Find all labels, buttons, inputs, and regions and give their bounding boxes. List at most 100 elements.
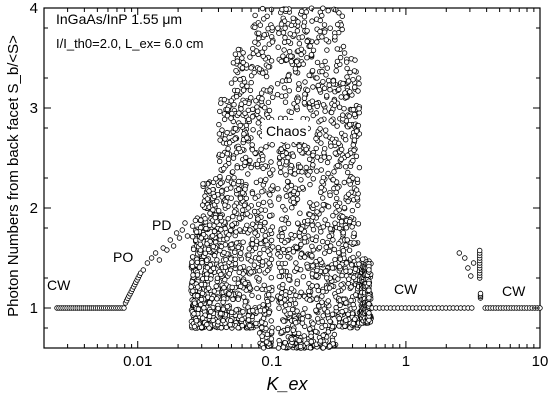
data-point bbox=[289, 306, 296, 313]
data-point bbox=[336, 240, 342, 247]
data-point bbox=[252, 230, 258, 236]
data-point bbox=[280, 152, 286, 159]
data-point bbox=[249, 236, 256, 242]
data-point bbox=[276, 196, 282, 202]
data-point bbox=[199, 290, 206, 297]
data-point bbox=[456, 250, 462, 256]
data-point bbox=[308, 333, 314, 339]
data-point bbox=[315, 316, 321, 322]
data-point bbox=[191, 323, 198, 330]
data-point bbox=[275, 185, 281, 192]
data-point bbox=[325, 77, 332, 84]
data-point bbox=[321, 22, 328, 28]
data-point bbox=[261, 32, 267, 38]
data-point bbox=[317, 28, 323, 35]
data-point bbox=[282, 340, 288, 346]
data-point bbox=[344, 65, 350, 72]
data-point bbox=[203, 225, 209, 232]
data-point bbox=[213, 219, 220, 225]
data-point bbox=[319, 68, 325, 75]
data-point bbox=[263, 339, 270, 345]
data-point bbox=[259, 286, 265, 292]
data-point bbox=[198, 217, 204, 223]
data-point bbox=[270, 244, 276, 250]
data-point bbox=[191, 311, 197, 317]
data-point bbox=[477, 290, 484, 297]
annotation-params: I/I_th0=2.0, L_ex= 6.0 cm bbox=[56, 36, 203, 51]
data-point bbox=[360, 256, 366, 262]
data-point bbox=[235, 244, 241, 250]
data-point bbox=[301, 23, 307, 29]
data-point bbox=[326, 82, 332, 88]
data-point bbox=[300, 274, 306, 280]
data-point bbox=[307, 297, 313, 303]
data-point bbox=[156, 257, 163, 263]
data-point bbox=[319, 207, 325, 213]
data-point bbox=[223, 324, 229, 331]
data-point bbox=[225, 174, 232, 181]
data-point bbox=[275, 244, 282, 251]
data-point bbox=[249, 221, 256, 227]
data-point bbox=[262, 104, 268, 111]
data-point bbox=[224, 236, 230, 242]
data-point bbox=[335, 21, 341, 28]
data-point bbox=[325, 298, 331, 304]
data-point bbox=[299, 169, 305, 175]
data-point bbox=[277, 115, 284, 121]
data-point bbox=[254, 161, 261, 167]
data-point bbox=[269, 39, 276, 45]
data-point bbox=[335, 288, 342, 294]
data-point bbox=[282, 297, 288, 303]
data-point bbox=[298, 51, 304, 58]
data-point bbox=[313, 307, 319, 313]
data-point bbox=[213, 283, 219, 289]
data-point bbox=[292, 66, 298, 72]
data-point bbox=[343, 300, 349, 306]
data-point bbox=[299, 34, 305, 40]
data-point bbox=[301, 14, 308, 20]
data-point bbox=[290, 153, 297, 159]
data-point bbox=[307, 181, 313, 188]
data-point bbox=[218, 243, 225, 250]
data-point bbox=[291, 199, 297, 206]
data-point bbox=[240, 59, 246, 66]
data-point bbox=[302, 306, 308, 312]
data-point bbox=[228, 185, 234, 191]
data-point bbox=[338, 156, 344, 162]
data-point bbox=[245, 116, 252, 123]
data-point bbox=[345, 169, 351, 176]
data-point bbox=[259, 227, 266, 234]
data-point bbox=[268, 58, 275, 64]
data-point bbox=[336, 250, 342, 256]
y-axis-label: Photon Numbers from back facet S_b/<S> bbox=[5, 35, 22, 317]
data-point bbox=[335, 276, 341, 282]
data-point bbox=[340, 112, 346, 118]
data-point bbox=[287, 48, 293, 55]
data-point bbox=[281, 318, 287, 324]
data-point bbox=[294, 308, 300, 314]
x-tick-label: 10 bbox=[532, 353, 549, 370]
data-point bbox=[309, 243, 315, 249]
data-point bbox=[215, 319, 221, 325]
data-point bbox=[303, 164, 309, 171]
data-point bbox=[189, 254, 196, 260]
data-point bbox=[313, 135, 319, 142]
data-point bbox=[235, 46, 242, 53]
data-point bbox=[310, 162, 316, 168]
data-point bbox=[327, 86, 333, 93]
data-point bbox=[206, 299, 213, 306]
data-point bbox=[290, 249, 297, 255]
data-point bbox=[356, 105, 362, 112]
data-point bbox=[262, 219, 268, 226]
data-point bbox=[245, 171, 251, 177]
data-point bbox=[304, 264, 311, 270]
data-point bbox=[256, 35, 262, 42]
data-point bbox=[352, 266, 359, 272]
data-point bbox=[210, 265, 217, 272]
y-tick-label: 4 bbox=[30, 0, 38, 17]
data-point bbox=[276, 273, 282, 280]
data-point bbox=[329, 265, 336, 271]
data-point bbox=[245, 205, 251, 211]
data-point bbox=[316, 244, 323, 251]
data-point bbox=[355, 122, 362, 129]
